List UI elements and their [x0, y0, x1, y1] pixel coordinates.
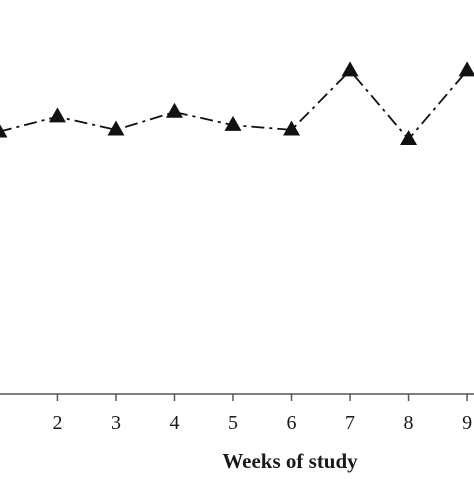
data-point-marker — [107, 120, 125, 136]
x-tick-label: 7 — [345, 412, 355, 434]
x-tick-label: 5 — [228, 412, 238, 434]
x-tick-label: 2 — [52, 412, 62, 434]
x-tick-label: 8 — [404, 412, 414, 434]
x-axis-tick-labels: 2 3 4 5 6 7 8 9 — [52, 412, 472, 434]
data-point-marker — [341, 61, 359, 77]
x-tick-label: 3 — [111, 412, 121, 434]
x-tick-label: 4 — [169, 412, 179, 434]
data-point-marker — [48, 107, 66, 123]
data-point-marker — [400, 129, 418, 145]
x-axis-ticks — [56, 394, 468, 401]
data-point-marker — [0, 124, 8, 138]
series-markers — [0, 61, 474, 145]
data-point-marker — [283, 120, 301, 136]
x-axis-title: Weeks of study — [222, 449, 358, 473]
data-point-marker — [224, 115, 242, 131]
x-tick-label: 9 — [462, 412, 472, 434]
x-tick-label: 6 — [287, 412, 297, 434]
data-point-marker — [165, 102, 183, 118]
data-point-marker — [458, 61, 474, 77]
